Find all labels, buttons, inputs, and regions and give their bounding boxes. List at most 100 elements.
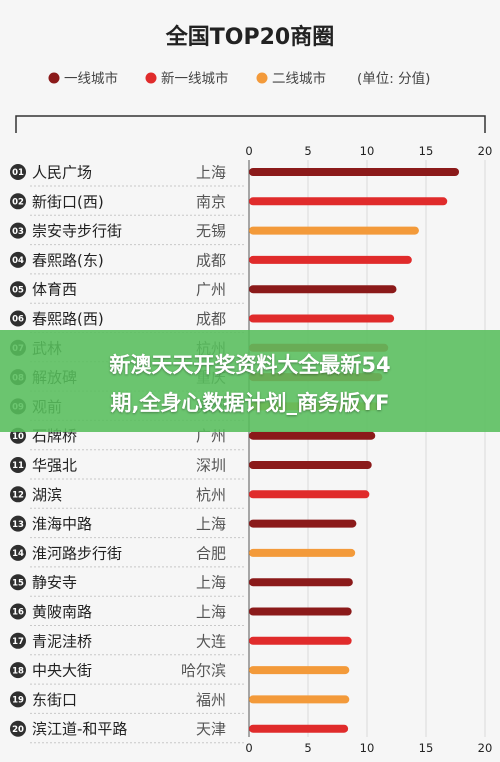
rank-badge [10,720,26,737]
bar-row: 12 湖滨 杭州 [10,486,370,509]
bar-row: 04 春熙路(东) 成都 [10,251,412,275]
rank-badge [10,222,26,239]
bar [249,519,357,528]
rank-badge [10,515,26,532]
city-label: 上海 [196,603,226,621]
bar [249,607,352,616]
bar-row: 02 新街口(西) 南京 [10,193,448,216]
category-label: 青泥洼桥 [32,632,92,650]
bar-row: 19 东街口 福州 [10,691,350,714]
x-tick-label: 15 [419,144,434,158]
category-label: 华强北 [32,457,77,475]
rank-badge [10,486,26,503]
x-tick-label: 15 [419,741,434,755]
category-label: 春熙路(西) [32,310,104,328]
city-label: 上海 [196,515,226,533]
overlay-banner [0,330,500,432]
category-label: 人民广场 [32,164,92,182]
rank-number: 19 [12,696,24,706]
city-label: 南京 [196,193,226,211]
category-label: 崇安寺步行街 [32,222,122,240]
city-label: 杭州 [196,486,226,504]
rank-number: 13 [12,520,24,530]
rank-number: 11 [12,461,24,471]
legend-label: 二线城市 [272,70,326,87]
bar [249,636,352,645]
x-axis-top: 0 5 10 15 20 [245,144,492,158]
grid-lines [248,160,486,737]
rank-badge [10,164,26,180]
category-label: 黄陂南路 [32,603,92,621]
rank-badge [10,457,26,473]
bar [249,431,376,440]
bar-row: 14 淮河路步行街 合肥 [10,544,356,568]
rank-number: 20 [12,725,24,735]
rank-badge [10,574,26,591]
category-label: 滨江道-和平路 [32,720,127,738]
bar [249,490,370,499]
bar [249,724,349,733]
category-label: 淮海中路 [32,515,92,533]
bar-row: 15 静安寺 上海 [10,574,353,597]
bar [249,461,372,469]
bar-row: 03 崇安寺步行街 无锡 [10,222,419,246]
chart-title: 全国TOP20商圈 [165,24,334,50]
rank-number: 05 [12,285,24,295]
banner-line-2: 期,全身心数据计划_商务版YF [110,391,390,415]
city-label: 深圳 [196,457,226,475]
legend-swatch [48,72,60,84]
city-label: 哈尔滨 [181,662,226,680]
category-label: 静安寺 [32,574,77,592]
legend-label: 新一线城市 [161,70,229,87]
x-tick-label: 10 [360,741,375,755]
bar [249,578,353,587]
rank-number: 10 [12,432,24,442]
category-label: 淮河路步行街 [32,544,122,562]
city-label: 广州 [196,281,226,299]
rank-badge [10,281,26,298]
banner-line-1: 新澳天天开奖资料大全最新54 [109,353,391,377]
bar-row: 05 体育西 广州 [10,281,397,304]
bar [249,666,350,675]
rank-number: 17 [12,637,24,647]
legend-swatch [256,72,268,84]
city-label: 无锡 [196,222,226,240]
bar [249,314,395,323]
category-label: 东街口 [32,691,77,709]
city-label: 成都 [196,310,226,328]
city-label: 上海 [196,164,226,182]
bar-row: 11 华强北 深圳 [10,457,372,480]
x-tick-label: 0 [245,144,252,158]
city-label: 成都 [196,251,226,269]
city-label: 合肥 [196,544,226,562]
rank-number: 16 [12,608,24,618]
city-label: 天津 [196,720,226,738]
rank-number: 15 [12,578,24,588]
bar-row: 18 中央大街 哈尔滨 [10,662,350,685]
city-label: 大连 [196,632,226,650]
rank-number: 01 [12,168,24,178]
rank-number: 04 [12,256,24,266]
bar [249,548,356,557]
bar-row: 01 人民广场 上海 [10,164,460,187]
legend-label: 一线城市 [64,70,118,87]
rank-number: 03 [12,227,24,237]
legend-swatch [145,72,157,84]
rank-number: 02 [12,198,24,208]
rank-badge [10,310,26,327]
rank-badge [10,662,26,679]
x-tick-label: 5 [304,741,311,755]
rank-badge [10,251,26,268]
bar [249,226,419,235]
bar [249,197,448,206]
rank-number: 06 [12,315,24,325]
bar-row: 20 滨江道-和平路 天津 [10,720,349,744]
chart-bracket [15,115,486,133]
bar [249,285,397,294]
category-label: 体育西 [32,281,77,299]
x-tick-label: 10 [360,144,375,158]
bar [249,255,412,264]
rank-badge [10,691,26,708]
